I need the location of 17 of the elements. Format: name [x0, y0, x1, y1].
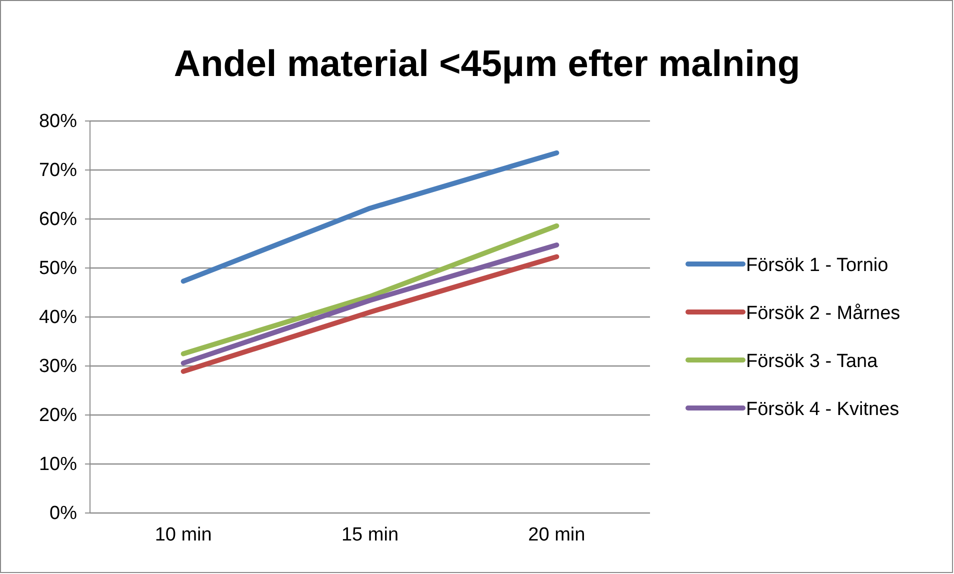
y-tick-label: 50% [38, 258, 78, 280]
chart-title: Andel material <45μm efter malning [174, 43, 800, 84]
y-tick-label: 30% [38, 356, 78, 378]
legend-label: Försök 1 - Tornio [746, 255, 888, 276]
y-tick-label: 20% [38, 405, 78, 426]
y-tick-label: 60% [38, 209, 78, 230]
y-tick-label: 70% [38, 160, 78, 182]
legend-label: Försök 2 - Mårnes [746, 303, 900, 324]
y-tick-label: 80% [38, 111, 78, 132]
x-tick-label: 20 min [528, 524, 586, 546]
legend-label: Försök 3 - Tana [746, 351, 878, 372]
y-tick-label: 10% [38, 454, 78, 476]
y-tick-label: 0% [50, 503, 78, 524]
y-tick-label: 40% [38, 307, 78, 328]
legend-label: Försök 4 - Kvitnes [746, 399, 900, 420]
x-tick-label: 10 min [154, 524, 212, 546]
x-tick-label: 15 min [341, 524, 399, 546]
